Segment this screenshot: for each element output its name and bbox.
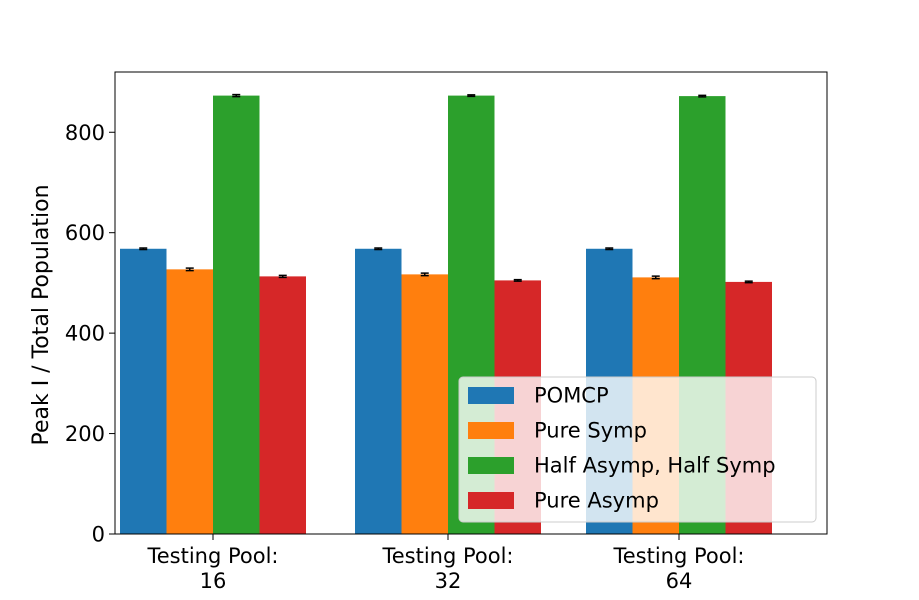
legend-entry-1: POMCP [468,384,609,408]
legend-swatch-3 [468,457,514,474]
bar-4-1 [259,276,306,534]
y-axis-label: Peak I / Total Population [29,184,54,445]
x-tick-label-2: Testing Pool: 32 [381,544,513,593]
y-tick-label-1: 0 [92,523,105,547]
legend-swatch-4 [468,492,514,509]
legend-box [458,376,817,523]
legend-entry-3: Half Asymp, Half Symp [468,454,776,478]
legend: POMCP Pure Symp Half Asymp, Half Symp Pure … [458,376,817,523]
error-bars-layer [139,93,753,284]
legend-label-1: POMCP [534,384,609,408]
error-bar-3-2 [467,94,476,98]
legend-entry-2: Pure Symp [468,419,647,443]
error-bar-2-1 [185,267,194,272]
bar-2-2 [401,274,448,534]
bar-1-1 [120,248,167,535]
error-bar-4-1 [278,274,287,279]
legend-label-2: Pure Symp [534,419,647,443]
error-bar-2-2 [420,272,429,277]
legend-label-4: Pure Asymp [534,489,659,513]
plot-area-frame [114,71,828,535]
bar-2-1 [166,269,213,534]
legend-swatch-1 [468,387,514,404]
bar-3-1 [213,95,260,534]
legend-label-3: Half Asymp, Half Symp [534,454,776,478]
y-tick-label-5: 800 [65,121,105,145]
y-tick-label-3: 400 [65,322,105,346]
legend-swatch-2 [468,422,514,439]
error-bar-4-3 [744,280,753,284]
y-axis: 0 200 400 600 800 [65,121,115,547]
error-bar-3-1 [232,93,241,98]
error-bar-1-1 [139,247,148,251]
error-bar-1-3 [605,247,614,251]
x-tick-label-1: Testing Pool: 16 [146,544,278,593]
legend-entry-4: Pure Asymp [468,489,659,513]
error-bar-4-2 [513,278,522,282]
error-bar-3-3 [698,94,707,98]
y-tick-label-2: 200 [65,422,105,446]
error-bar-1-2 [374,247,383,251]
error-bar-2-3 [651,275,660,280]
x-axis: Testing Pool: 16 Testing Pool: 32 Testing Po… [146,534,745,593]
y-tick-label-4: 600 [65,221,105,245]
bar-1-2 [355,248,402,535]
x-tick-label-3: Testing Pool: 64 [612,544,744,593]
